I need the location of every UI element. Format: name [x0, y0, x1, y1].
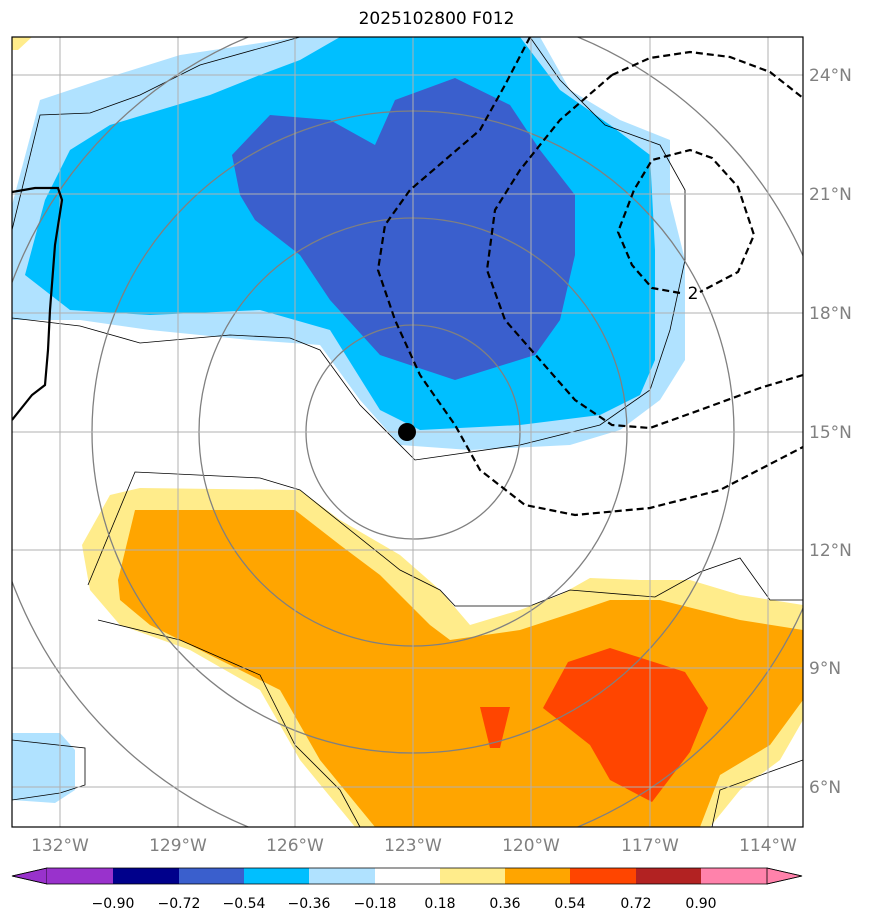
colorbar-swatch: [47, 868, 113, 884]
colorbar-tick-label: 0.18: [424, 896, 455, 912]
colorbar-swatch: [375, 868, 440, 884]
map-frame: [11, 36, 804, 828]
lat-label: 12°N: [809, 541, 852, 561]
lon-label: 126°W: [266, 836, 324, 856]
colorbar-tick-label: 0.36: [489, 896, 520, 912]
colorbar-swatch: [309, 868, 375, 884]
colorbar-swatch: [440, 868, 505, 884]
colorbar-swatch: [701, 868, 767, 884]
colorbar-swatch: [113, 868, 179, 884]
colorbar-tick-label: −0.90: [92, 896, 135, 912]
colorbar-swatch: [636, 868, 701, 884]
colorbar-tick-label: −0.18: [354, 896, 397, 912]
map-panel: 2: [12, 37, 803, 827]
contour-label: 2: [688, 284, 699, 304]
colorbar-tick-label: 0.54: [554, 896, 585, 912]
colorbar-tick-label: −0.54: [223, 896, 266, 912]
colorbar-swatch: [179, 868, 244, 884]
colorbar: −0.90 −0.72 −0.54 −0.36 −0.18 0.18 0.36 …: [11, 867, 803, 912]
yellow-corner: [12, 37, 32, 50]
lat-label: 9°N: [809, 659, 841, 679]
lon-label: 114°W: [739, 836, 797, 856]
colorbar-tick-label: 0.72: [620, 896, 651, 912]
thick-boundary: [12, 186, 64, 421]
colorbar-min-extend: [11, 867, 48, 885]
red-orange-patch: [480, 707, 510, 748]
lon-label: 120°W: [502, 836, 560, 856]
lon-label: 129°W: [149, 836, 207, 856]
colorbar-tick-label: 0.90: [685, 896, 716, 912]
lat-label: 15°N: [809, 423, 852, 443]
map-title: 2025102800 F012: [358, 9, 515, 29]
lat-label: 24°N: [809, 66, 852, 86]
colorbar-max-extend: [766, 867, 803, 885]
storm-center-marker: [398, 423, 416, 441]
lon-label: 117°W: [621, 836, 679, 856]
colorbar-tick-label: −0.72: [158, 896, 201, 912]
dashed-contours: [376, 37, 803, 517]
colorbar-outline: [11, 867, 803, 885]
red-orange-region: [543, 648, 708, 802]
thin-outlines: [12, 37, 803, 827]
light-blue-patch: [12, 733, 75, 803]
lat-labels: 24°N 21°N 18°N 15°N 12°N 9°N 6°N: [809, 66, 852, 798]
colorbar-swatch: [505, 868, 570, 884]
lat-label: 6°N: [809, 778, 841, 798]
lon-labels: 132°W 129°W 126°W 123°W 120°W 117°W 114°…: [31, 836, 797, 856]
lat-label: 18°N: [809, 304, 852, 324]
lat-label: 21°N: [809, 185, 852, 205]
dark-blue-region: [232, 78, 575, 380]
lon-label: 123°W: [384, 836, 442, 856]
colorbar-swatch: [244, 868, 309, 884]
lon-label: 132°W: [31, 836, 89, 856]
colorbar-swatch: [570, 868, 636, 884]
colorbar-tick-label: −0.36: [288, 896, 331, 912]
